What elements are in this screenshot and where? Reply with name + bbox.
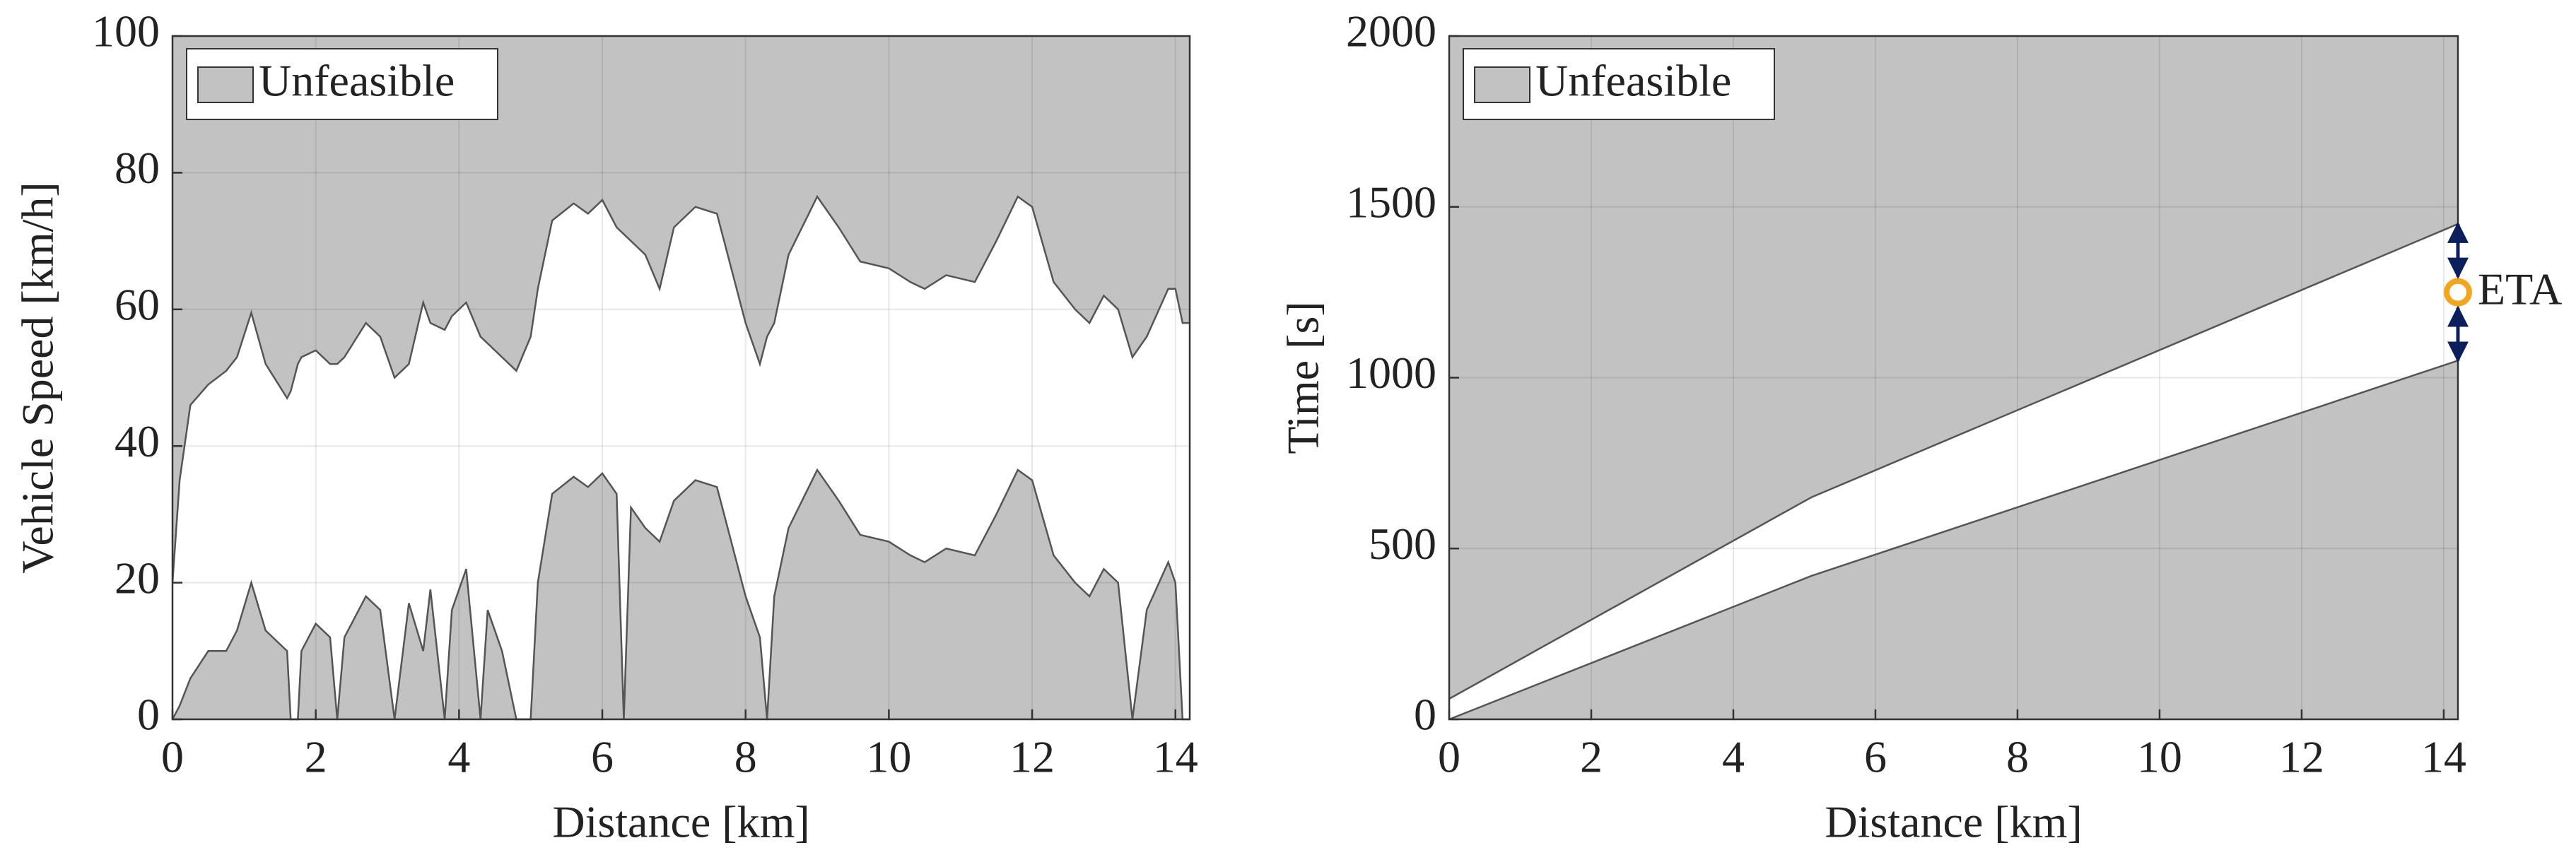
x-tick-label: 14 [1153,732,1198,782]
feasible-region [172,196,1190,719]
x-axis-label: Distance [km] [1825,797,2082,847]
y-tick-label: 80 [115,143,160,193]
legend-swatch [1474,66,1530,103]
x-tick-label: 8 [734,732,757,782]
x-tick-label: 4 [1722,732,1745,782]
x-tick-label: 0 [1438,732,1460,782]
y-tick-label: 2000 [1346,6,1436,57]
bound-line [171,468,1190,721]
eta-label: ETA [2478,264,2562,314]
legend: Unfeasible [1463,48,1775,120]
x-tick-label: 12 [1009,732,1055,782]
y-axis-label: Vehicle Speed [km/h] [13,182,63,574]
eta-marker [2444,278,2472,307]
x-tick-label: 2 [305,732,327,782]
y-axis-label: Time [s] [1278,301,1328,454]
y-tick-label: 40 [115,416,160,466]
legend-swatch [197,66,254,103]
bound-line [1448,223,2459,700]
y-tick-label: 60 [115,279,160,329]
legend-label: Unfeasible [1535,56,1731,106]
y-tick-label: 0 [137,690,160,740]
x-tick-label: 10 [2137,732,2182,782]
x-tick-label: 4 [447,732,470,782]
bound-line [171,194,1190,583]
y-tick-label: 20 [115,553,160,603]
y-tick-label: 100 [92,6,160,57]
axes-box [171,35,1191,721]
x-tick-label: 14 [2421,732,2466,782]
x-tick-label: 2 [1580,732,1603,782]
y-tick-label: 1000 [1346,348,1436,398]
x-tick-label: 8 [2006,732,2029,782]
x-tick-label: 12 [2279,732,2324,782]
legend: Unfeasible [186,48,498,120]
y-tick-label: 500 [1369,519,1436,569]
x-tick-label: 6 [1864,732,1887,782]
y-tick-label: 1500 [1346,177,1436,227]
bound-line [1448,360,2459,721]
x-tick-label: 10 [866,732,911,782]
y-tick-label: 0 [1414,690,1436,740]
x-axis-label: Distance [km] [552,797,809,847]
feasible-region [1449,223,2458,719]
legend-label: Unfeasible [259,56,455,106]
x-tick-label: 6 [591,732,614,782]
x-tick-label: 0 [161,732,184,782]
